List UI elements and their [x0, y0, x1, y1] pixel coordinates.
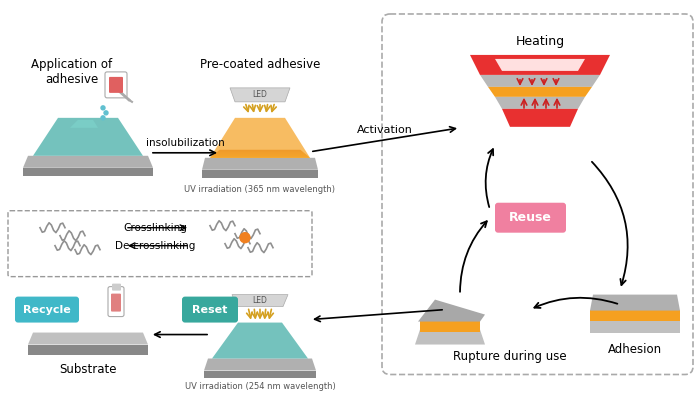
Polygon shape: [480, 75, 600, 87]
Polygon shape: [215, 153, 305, 154]
Circle shape: [101, 106, 105, 110]
Circle shape: [240, 233, 250, 243]
Text: Crosslinking: Crosslinking: [123, 223, 187, 233]
FancyBboxPatch shape: [495, 203, 566, 233]
Polygon shape: [212, 323, 308, 359]
Text: Rupture during use: Rupture during use: [453, 349, 567, 362]
Polygon shape: [214, 154, 307, 155]
Polygon shape: [230, 88, 290, 102]
Text: UV irradiation (365 nm wavelength): UV irradiation (365 nm wavelength): [185, 185, 335, 194]
Text: Reset: Reset: [193, 305, 228, 314]
FancyBboxPatch shape: [109, 77, 123, 93]
Text: LED: LED: [253, 90, 267, 99]
Text: Application of
adhesive: Application of adhesive: [32, 58, 113, 86]
Polygon shape: [495, 59, 585, 71]
Polygon shape: [204, 370, 316, 379]
Text: UV irradiation (254 nm wavelength): UV irradiation (254 nm wavelength): [185, 383, 335, 392]
Polygon shape: [212, 155, 307, 156]
Text: De-crosslinking: De-crosslinking: [115, 241, 195, 251]
Polygon shape: [488, 87, 592, 97]
Polygon shape: [210, 118, 310, 158]
FancyBboxPatch shape: [108, 286, 124, 316]
Polygon shape: [218, 150, 302, 151]
Polygon shape: [470, 55, 610, 75]
FancyBboxPatch shape: [105, 72, 127, 98]
Polygon shape: [216, 152, 304, 153]
Text: Adhesion: Adhesion: [608, 342, 662, 355]
FancyBboxPatch shape: [15, 297, 79, 323]
Circle shape: [104, 111, 108, 115]
Polygon shape: [211, 156, 309, 157]
Polygon shape: [232, 295, 288, 307]
FancyBboxPatch shape: [112, 284, 121, 291]
Polygon shape: [28, 333, 148, 344]
FancyBboxPatch shape: [111, 294, 121, 312]
Polygon shape: [590, 310, 680, 321]
Text: Substrate: Substrate: [60, 362, 117, 375]
FancyBboxPatch shape: [182, 297, 238, 323]
Text: insolubilization: insolubilization: [146, 138, 225, 148]
Polygon shape: [420, 320, 480, 332]
Polygon shape: [23, 156, 153, 168]
Polygon shape: [590, 295, 680, 310]
Text: Heating: Heating: [515, 35, 565, 48]
Text: Pre-coated adhesive: Pre-coated adhesive: [199, 58, 320, 71]
Text: Recycle: Recycle: [23, 305, 71, 314]
Polygon shape: [33, 118, 143, 156]
Text: LED: LED: [253, 296, 267, 305]
Polygon shape: [202, 158, 318, 170]
Text: Activation: Activation: [357, 125, 413, 135]
Polygon shape: [217, 151, 303, 152]
Text: Reuse: Reuse: [509, 211, 552, 224]
Polygon shape: [202, 170, 318, 178]
Polygon shape: [28, 344, 148, 355]
Polygon shape: [415, 329, 485, 344]
Polygon shape: [204, 359, 316, 370]
Polygon shape: [590, 320, 680, 333]
Polygon shape: [70, 120, 98, 128]
Polygon shape: [418, 299, 485, 322]
Polygon shape: [495, 97, 585, 109]
Polygon shape: [210, 157, 310, 158]
Polygon shape: [502, 109, 578, 127]
Circle shape: [101, 116, 105, 120]
Polygon shape: [23, 168, 153, 176]
